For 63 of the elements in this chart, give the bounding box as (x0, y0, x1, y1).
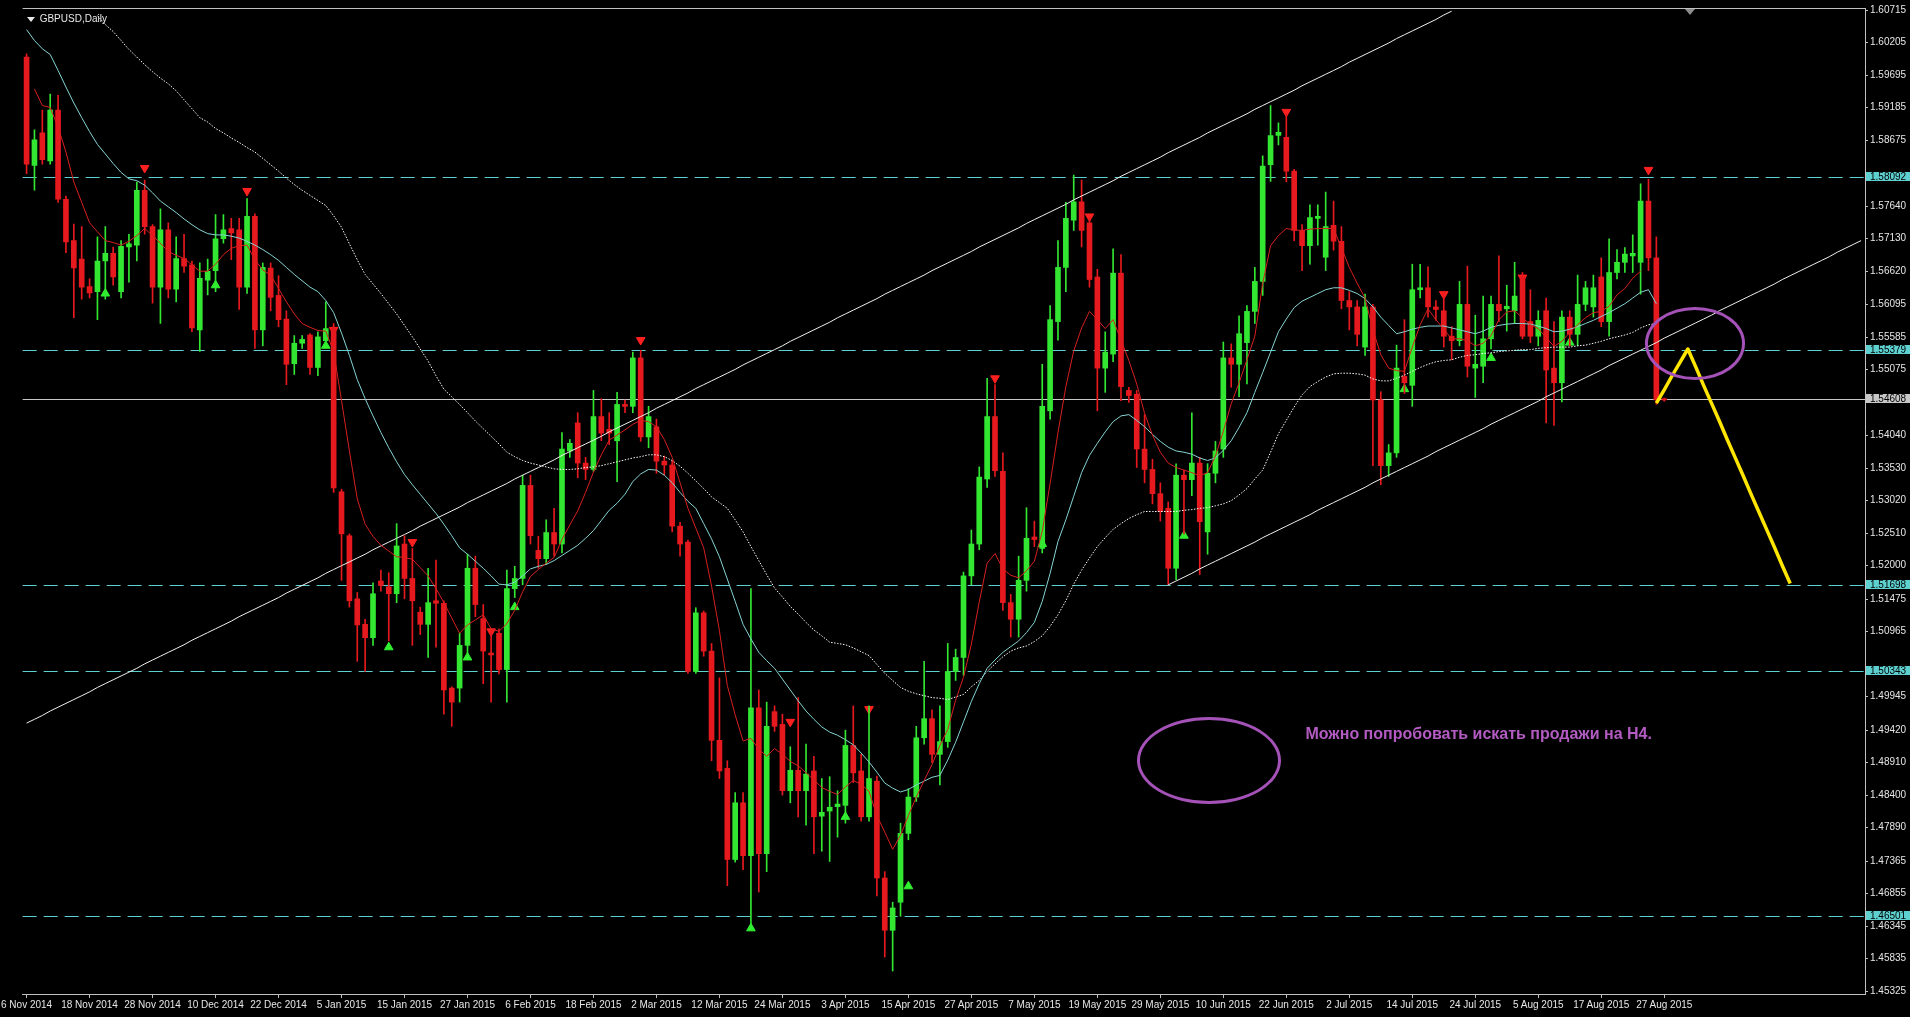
x-tick-label: 27 Apr 2015 (944, 998, 999, 1010)
x-tick-label: 2 Mar 2015 (631, 998, 683, 1010)
x-tick-label: 12 Mar 2015 (691, 998, 748, 1010)
y-tick-label: 1.55585 (1870, 330, 1907, 342)
y-tick-label: 1.50965 (1870, 625, 1907, 637)
y-tick-label: 1.47890 (1870, 821, 1907, 833)
annotation: Можно попробовать искать продажи на H4. (1305, 724, 1652, 742)
x-tick-label: 18 Nov 2014 (61, 998, 119, 1010)
x-tick-label: 6 Feb 2015 (505, 998, 557, 1010)
x-tick-label: 29 May 2015 (1131, 998, 1190, 1010)
y-tick-label: 1.57130 (1870, 232, 1907, 244)
x-tick-label: 18 Feb 2015 (565, 998, 622, 1010)
x-tick-label: 17 Aug 2015 (1573, 998, 1630, 1010)
y-tick-label: 1.46855 (1870, 887, 1907, 899)
ref-line-label: 1.46501 (1870, 909, 1907, 921)
y-tick-label: 1.58675 (1870, 134, 1907, 145)
x-tick-label: 15 Apr 2015 (881, 998, 936, 1010)
y-tick-label: 1.60715 (1870, 3, 1907, 15)
x-tick-label: 5 Aug 2015 (1512, 998, 1564, 1010)
ref-line-label: 1.55379 (1870, 343, 1907, 355)
y-tick-label: 1.56095 (1870, 298, 1907, 310)
y-tick-label: 1.53530 (1870, 461, 1907, 473)
x-tick-label: 22 Jun 2015 (1258, 998, 1315, 1010)
x-tick-label: 3 Apr 2015 (821, 998, 871, 1010)
ref-line-label: 1.51698 (1870, 578, 1907, 590)
x-tick-label: 19 May 2015 (1068, 998, 1127, 1010)
x-tick-label: 7 May 2015 (1008, 998, 1061, 1010)
y-tick-label: 1.59185 (1870, 101, 1907, 113)
y-tick-label: 1.52000 (1870, 559, 1907, 571)
x-tick-label: 15 Jan 2015 (376, 998, 433, 1010)
x-tick-label: 27 Jan 2015 (439, 998, 496, 1010)
x-tick-label: 2 Jul 2015 (1326, 998, 1373, 1010)
y-tick-label: 1.56620 (1870, 264, 1907, 276)
x-tick-label: 14 Jul 2015 (1386, 998, 1439, 1010)
y-tick-label: 1.55075 (1870, 363, 1907, 375)
x-tick-label: 27 Aug 2015 (1636, 998, 1693, 1010)
x-tick-label: 5 Jan 2015 (316, 998, 367, 1010)
x-tick-label: 24 Jul 2015 (1449, 998, 1502, 1010)
y-tick-label: 1.57640 (1870, 199, 1907, 211)
y-tick-label: 1.45325 (1870, 984, 1907, 996)
y-tick-label: 1.52510 (1870, 526, 1907, 538)
ref-line-label: 1.54608 (1870, 392, 1907, 404)
x-tick-label: 10 Dec 2014 (187, 998, 245, 1010)
y-tick-label: 1.54040 (1870, 429, 1907, 441)
y-tick-label: 1.46345 (1870, 919, 1907, 931)
y-tick-label: 1.59695 (1870, 68, 1907, 80)
y-tick-label: 1.47365 (1870, 854, 1907, 866)
y-tick-label: 1.48400 (1870, 788, 1907, 800)
x-tick-label: 22 Dec 2014 (250, 998, 308, 1010)
y-tick-label: 1.51475 (1870, 592, 1907, 604)
x-tick-label: 10 Jun 2015 (1195, 998, 1252, 1010)
ref-line-label: 1.58092 (1870, 170, 1907, 182)
y-tick-label: 1.48910 (1870, 756, 1907, 768)
text: GBPUSD,Daily (39, 12, 107, 24)
ref-line-label: 1.50343 (1870, 664, 1907, 676)
x-tick-label: 6 Nov 2014 (1, 998, 53, 1010)
y-tick-label: 1.53020 (1870, 494, 1907, 506)
x-tick-label: 24 Mar 2015 (754, 998, 811, 1010)
y-tick-label: 1.45835 (1870, 952, 1907, 964)
y-tick-label: 1.49945 (1870, 690, 1907, 702)
y-tick-label: 1.60205 (1870, 36, 1907, 48)
x-tick-label: 28 Nov 2014 (124, 998, 182, 1010)
y-tick-label: 1.49420 (1870, 723, 1907, 735)
